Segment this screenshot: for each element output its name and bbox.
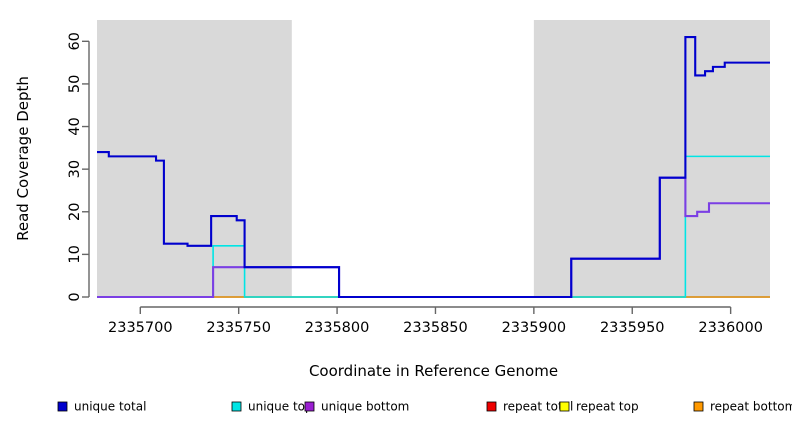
legend-swatch-unique-top: [231, 401, 242, 412]
x-tick-label: 2335800: [305, 320, 370, 336]
x-tick-label: 2335700: [108, 320, 173, 336]
y-tick-label: 20: [67, 203, 83, 221]
y-tick-label: 10: [67, 245, 83, 263]
legend-label-unique-total: unique total: [74, 400, 146, 414]
legend-swatch-unique-bottom: [304, 401, 315, 412]
x-axis-title: Coordinate in Reference Genome: [309, 362, 558, 380]
legend-label-unique-top: unique top: [248, 400, 313, 414]
y-tick-label: 60: [67, 32, 83, 50]
y-tick-label: 50: [67, 75, 83, 93]
x-tick-label: 2335750: [206, 320, 271, 336]
legend-label-repeat-total: repeat total: [503, 400, 573, 414]
x-tick-label: 2335900: [502, 320, 567, 336]
x-tick-label: 2336000: [698, 320, 763, 336]
legend-swatch-repeat-total: [486, 401, 497, 412]
y-tick-label: 30: [67, 160, 83, 178]
x-tick-label: 2335950: [600, 320, 665, 336]
y-tick-label: 40: [67, 117, 83, 135]
legend-label-repeat-bottom: repeat bottom: [710, 400, 792, 414]
x-tick-label: 2335850: [403, 320, 468, 336]
legend-label-unique-bottom: unique bottom: [321, 400, 409, 414]
shaded-region-0: [97, 20, 292, 297]
y-axis-title: Read Coverage Depth: [14, 76, 32, 241]
y-tick-label: 0: [67, 292, 83, 301]
legend-swatch-repeat-bottom: [693, 401, 704, 412]
series-unique-total: [97, 35, 770, 299]
legend-label-repeat-top: repeat top: [576, 400, 639, 414]
shaded-region-1: [533, 20, 770, 297]
legend-swatch-unique-total: [57, 401, 68, 412]
legend-swatch-repeat-top: [559, 401, 570, 412]
